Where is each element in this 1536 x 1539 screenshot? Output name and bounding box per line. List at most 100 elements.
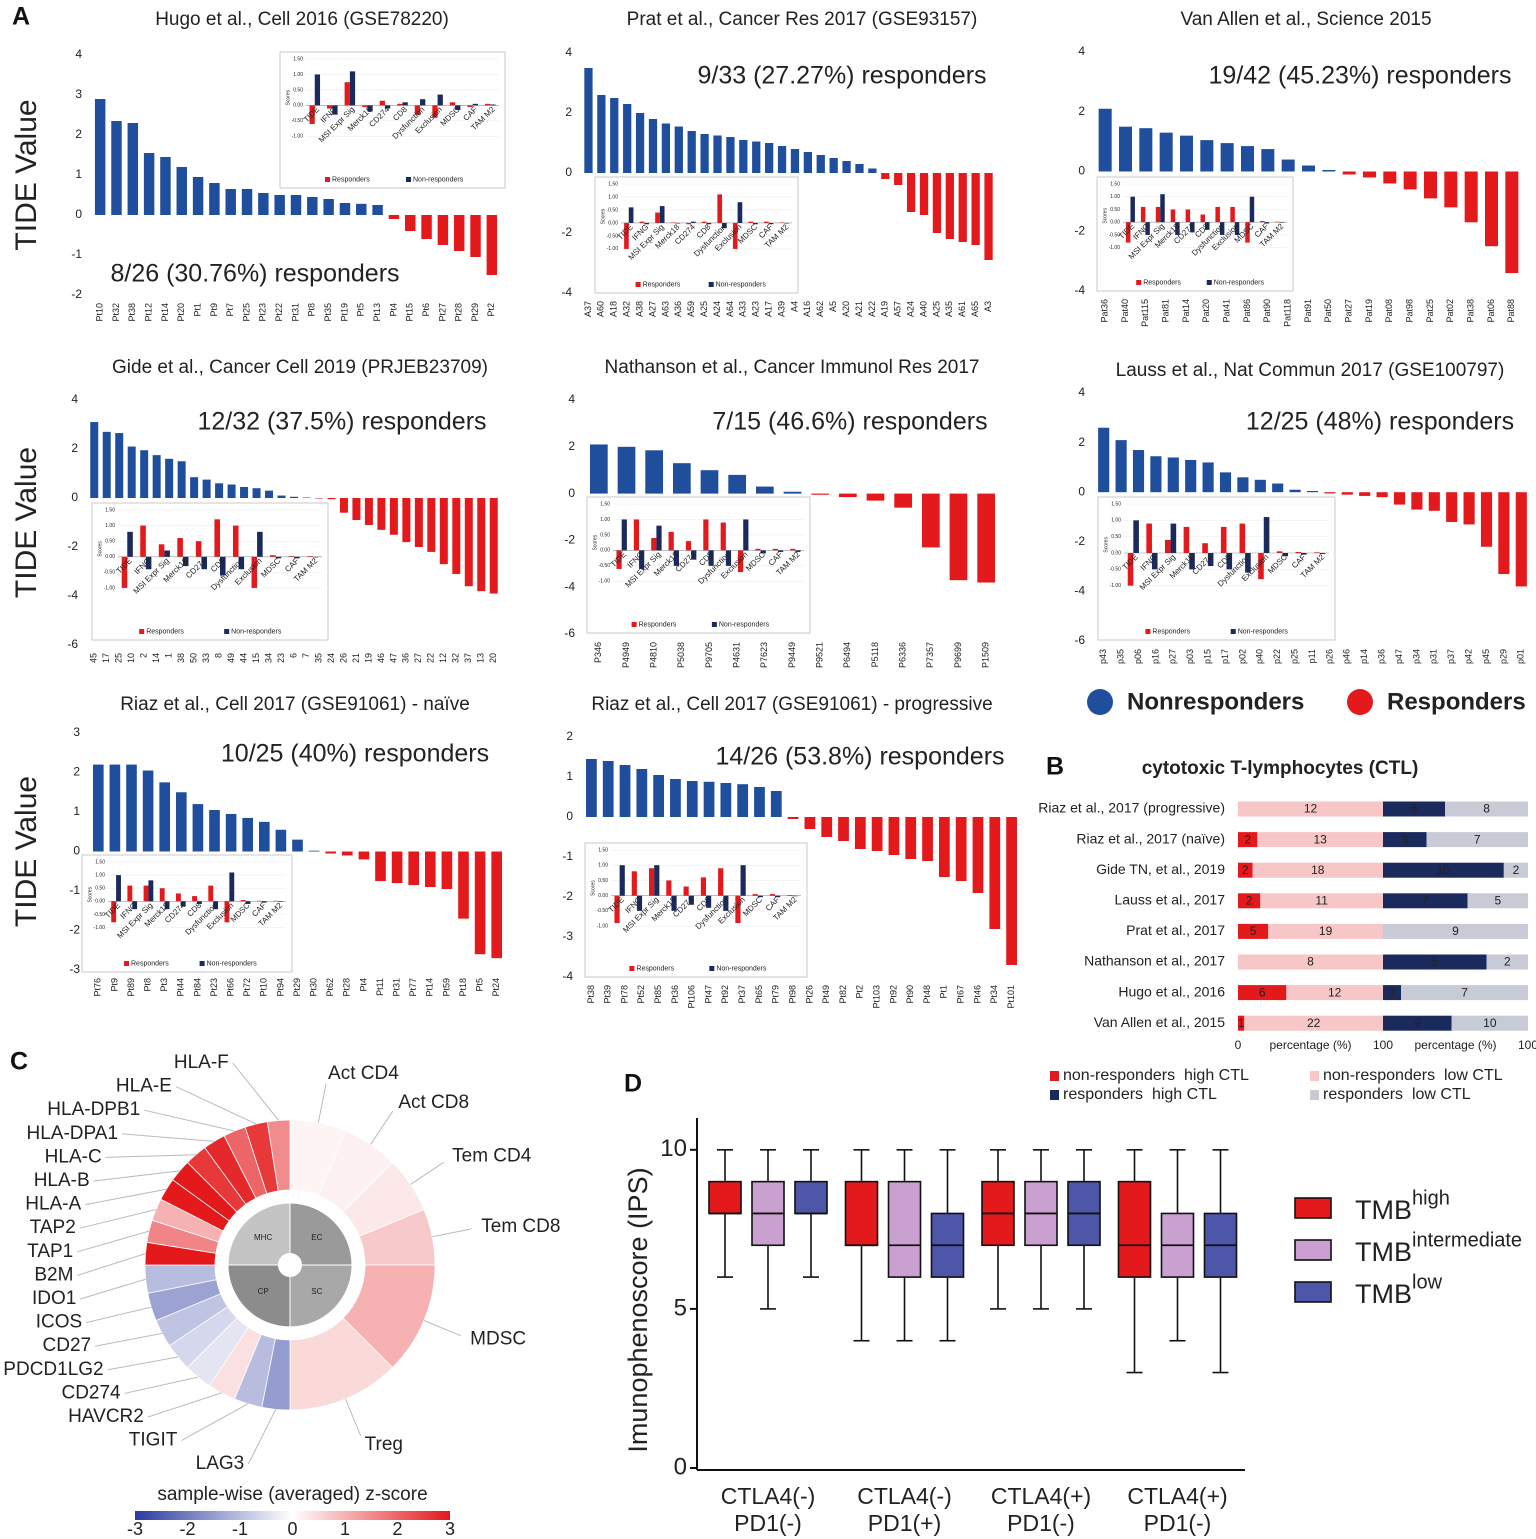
inset-bar — [760, 550, 766, 554]
inset-bar — [127, 885, 133, 902]
bar-segment — [1451, 1015, 1528, 1031]
bar — [408, 851, 420, 886]
inset-legend-swatch — [1230, 629, 1236, 634]
leader-line — [423, 1320, 462, 1337]
x-tick-label: Pt92 — [888, 985, 898, 1004]
x-tick-label: Pt11 — [375, 978, 385, 996]
wedge-label: PDCD1LG2 — [3, 1359, 103, 1380]
bar-segment — [1383, 985, 1402, 1001]
inset-y-tick-label: -1.00 — [597, 923, 609, 929]
x-tick-label: A25 — [699, 301, 709, 317]
wedge-label: HLA-B — [34, 1170, 90, 1191]
bar — [491, 851, 503, 959]
wedge-label: LAG3 — [196, 1453, 245, 1474]
bar — [1220, 143, 1234, 172]
bar — [175, 792, 187, 852]
inset-bar — [1219, 222, 1225, 235]
inset-bar — [700, 877, 706, 896]
x-tick-label: 10 — [126, 653, 136, 663]
x-tick-label: CTLA4(-) — [721, 1483, 816, 1509]
x-tick-label: p35 — [1115, 649, 1125, 664]
bar — [339, 498, 348, 513]
wedge-label: CD274 — [61, 1382, 121, 1403]
x-tick-label: A64 — [725, 301, 735, 317]
y-tick-label: -3 — [69, 962, 80, 976]
bar-segment — [1238, 954, 1383, 970]
bar — [427, 498, 436, 552]
x-tick-label: Pat14 — [1181, 299, 1191, 323]
x-tick-label: Pat19 — [1364, 299, 1374, 323]
y-tick-label: 4 — [1078, 385, 1085, 399]
x-tick-label: 35 — [313, 653, 323, 663]
x-tick-label: 20 — [488, 653, 498, 663]
inset-frame — [81, 854, 293, 973]
inset-y-tick-label: 0.00 — [600, 548, 610, 554]
inset-bar — [145, 556, 152, 570]
inset-bar — [312, 556, 319, 558]
x-tick-label: Pat27 — [1344, 299, 1354, 323]
inset-bar — [737, 202, 743, 223]
leader-line — [175, 1086, 257, 1125]
y-tick-label: -4 — [67, 588, 78, 602]
leader-line — [124, 1376, 199, 1394]
inset-y-tick-label: 0.50 — [598, 878, 608, 884]
chart-title: Riaz et al., Cell 2017 (GSE91061) - naïv… — [120, 694, 470, 715]
inset-y-tick-label: 1.00 — [105, 523, 115, 529]
inset-legend-label: Responders — [636, 966, 674, 973]
wedge-label: Treg — [365, 1434, 403, 1455]
inset-bar — [1319, 552, 1326, 554]
x-tick-label: Pt4 — [388, 303, 398, 317]
legend-label: non-responders low CTL — [1323, 1067, 1503, 1084]
x-tick-label: Pat86 — [1242, 299, 1252, 323]
x-tick-label: Pat40 — [1120, 299, 1130, 323]
inset-bar — [384, 105, 391, 109]
bar — [881, 173, 890, 179]
bar — [477, 498, 486, 592]
bar — [111, 121, 122, 215]
x-axis-label: percentage (%) — [1414, 1038, 1496, 1052]
bar — [126, 764, 137, 852]
bar — [602, 761, 614, 817]
bar — [752, 141, 761, 173]
inset-legend-swatch — [139, 629, 145, 634]
inset-bar — [402, 102, 408, 106]
inset-y-tick-label: -0.50 — [94, 912, 106, 918]
legend-swatch — [1050, 1071, 1059, 1081]
x-tick-label: A39 — [776, 301, 786, 317]
bar — [821, 817, 833, 837]
x-tick-label: Pt29 — [292, 978, 302, 997]
y-tick-label: -6 — [67, 637, 78, 651]
bar — [1261, 149, 1275, 172]
bar — [653, 775, 665, 817]
x-tick-label: A27 — [647, 301, 657, 317]
y-tick-label: 2 — [71, 441, 78, 455]
bar — [977, 493, 996, 583]
inset-y-tick-label: -1.00 — [599, 579, 611, 585]
box — [1117, 1180, 1152, 1278]
x-tick-label: A59 — [686, 301, 696, 317]
x-tick-label: 15 — [251, 653, 261, 663]
x-tick-label: Pat02 — [1445, 299, 1455, 323]
sector-label: SC — [311, 1287, 322, 1296]
x-tick-label: 24 — [326, 653, 336, 663]
inset-y-tick-label: 0.50 — [95, 886, 105, 892]
inset-bar — [1170, 209, 1176, 223]
segment-label: 8 — [1483, 802, 1490, 816]
x-tick-label: p11 — [1307, 649, 1317, 663]
inset-bar — [1190, 222, 1195, 233]
bar — [670, 779, 681, 817]
inset-bar — [1230, 206, 1235, 223]
x-tick-label: p06 — [1133, 649, 1143, 664]
x-tick-label: 13 — [476, 653, 486, 663]
x-tick-label: Pt52 — [636, 985, 646, 1004]
bar-segment — [1383, 801, 1446, 817]
x-tick-label: Pt22 — [274, 303, 284, 322]
bar — [1362, 171, 1377, 178]
bar — [489, 498, 498, 594]
inset-y-tick-label: -1.00 — [94, 925, 106, 931]
x-tick-label: Pat115 — [1140, 299, 1150, 327]
y-tick-label: -2 — [67, 539, 78, 553]
y-tick-label: 0 — [73, 844, 80, 858]
inset-bar — [192, 896, 197, 902]
